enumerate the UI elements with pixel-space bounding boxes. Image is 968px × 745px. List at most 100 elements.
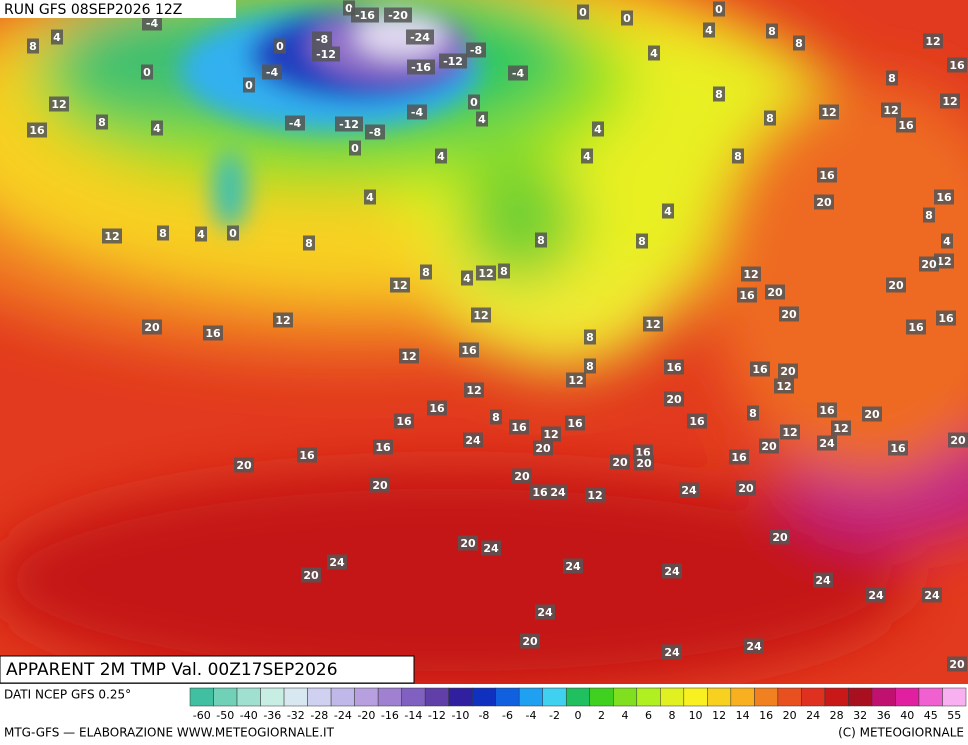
legend-swatch [824,687,849,707]
map-label: 20 [949,658,965,671]
map-label: 12 [925,35,940,48]
label-box [27,38,39,54]
label-box [662,644,682,660]
map-label: 20 [864,408,880,421]
map-label: -4 [289,117,302,130]
label-box [831,420,851,436]
label-box [759,438,779,454]
map-label: 20 [460,537,476,550]
map-label: 20 [522,635,538,648]
map-label: 16 [908,321,924,334]
label-box [563,558,583,574]
legend-swatch [377,687,402,707]
map-label: 20 [767,286,783,299]
legend-swatch [424,687,449,707]
legend-swatch [895,687,920,707]
label-box [365,124,385,140]
legend-tick-label: 2 [598,709,605,722]
map-label: 16 [205,327,221,340]
map-label: 20 [666,393,682,406]
map-label: 8 [98,116,106,129]
legend-tick-label: -14 [404,709,422,722]
legend-tick-label: -10 [451,709,469,722]
legend-swatch [471,687,496,707]
legend-swatch [189,687,214,707]
label-box [662,563,682,579]
label-box [947,57,967,73]
map-label: 8 [749,407,757,420]
legend-tick-label: -60 [193,709,211,722]
map-label: 4 [197,228,205,241]
map-label: 8 [29,40,37,53]
label-box [157,225,169,241]
label-box [866,587,886,603]
label-box [476,111,488,127]
map-label: 4 [478,113,486,126]
map-label: -8 [470,44,482,57]
legend-tick-label: 20 [783,709,797,722]
copyright-label: (C) METEOGIORNALE [838,726,964,740]
map-label: 16 [29,124,45,137]
map-label: 16 [819,404,835,417]
label-box [906,319,926,335]
label-box [427,400,447,416]
legend-tick-label: 0 [575,709,582,722]
legend-tick-label: 10 [689,709,703,722]
map-label: 4 [463,272,471,285]
legend-swatch [542,687,567,707]
map-label: 24 [329,556,345,569]
map-label: -12 [339,118,359,131]
label-box [384,7,412,23]
label-box [471,307,491,323]
map-label: 0 [245,79,253,92]
map-label: 16 [666,361,682,374]
map-label: 24 [483,542,499,555]
label-box [541,426,561,442]
map-label: 16 [396,415,412,428]
label-box [335,116,363,132]
label-box [370,477,390,493]
map-title: APPARENT 2M TMP Val. 00Z17SEP2026 [6,660,338,680]
label-box [476,265,496,281]
map-label: 4 [53,31,61,44]
label-box [764,110,776,126]
map-label: 8 [888,72,896,85]
label-box [881,102,901,118]
legend-swatch [565,687,591,707]
legend-swatch [236,687,261,707]
label-box [96,114,108,130]
label-box [466,42,486,58]
legend-swatch [213,687,238,707]
map-label: 20 [236,459,252,472]
map-label: -12 [443,55,463,68]
label-box [566,372,586,388]
legend-swatch [683,687,708,707]
map-label: 0 [579,6,587,19]
legend-swatch [401,687,426,707]
legend-tick-label: -16 [381,709,399,722]
label-box [581,148,593,164]
label-box [481,540,501,556]
map-label: 12 [104,230,119,243]
legend-tick-label: -20 [357,709,375,722]
label-box [327,554,347,570]
legend-swatch [283,687,308,707]
label-box [498,263,510,279]
label-box [203,325,223,341]
map-label: 16 [898,119,914,132]
map-label: 20 [781,308,797,321]
legend-tick-label: -28 [310,709,328,722]
map-label: 24 [924,589,940,602]
map-label: 20 [888,279,904,292]
legend-tick-label: 16 [759,709,773,722]
map-label: 12 [478,267,493,280]
map-label: -8 [369,126,381,139]
label-box [459,342,479,358]
legend-tick-label: 32 [853,709,867,722]
map-label: 8 [537,234,545,247]
legend-tick-label: -24 [334,709,352,722]
label-box [312,31,332,47]
label-box [780,424,800,440]
label-box [394,413,414,429]
